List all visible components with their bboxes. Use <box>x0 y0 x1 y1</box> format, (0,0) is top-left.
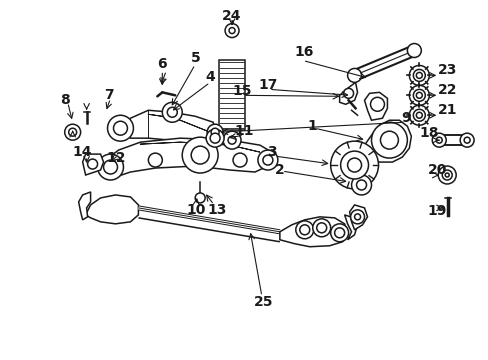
Circle shape <box>380 131 398 149</box>
Circle shape <box>210 133 220 143</box>
Text: 1: 1 <box>307 119 317 133</box>
Circle shape <box>195 193 205 203</box>
Circle shape <box>162 102 182 122</box>
Circle shape <box>330 141 378 189</box>
Circle shape <box>407 44 421 58</box>
Polygon shape <box>105 138 271 178</box>
Circle shape <box>370 97 384 111</box>
Polygon shape <box>339 82 357 104</box>
Text: 7: 7 <box>103 88 113 102</box>
Circle shape <box>299 225 309 235</box>
Circle shape <box>98 154 123 180</box>
Text: 25: 25 <box>254 294 273 309</box>
Circle shape <box>330 224 348 242</box>
Text: 24: 24 <box>222 9 241 23</box>
Polygon shape <box>85 195 138 224</box>
Circle shape <box>408 85 428 105</box>
Circle shape <box>412 89 425 101</box>
Text: 18: 18 <box>419 126 438 140</box>
Text: 13: 13 <box>207 203 226 217</box>
Text: 3: 3 <box>266 145 276 159</box>
Text: 23: 23 <box>437 63 456 77</box>
Polygon shape <box>344 215 357 240</box>
Text: 5: 5 <box>191 51 201 66</box>
Circle shape <box>408 105 428 125</box>
Polygon shape <box>349 205 367 230</box>
Circle shape <box>316 223 326 233</box>
Circle shape <box>113 121 127 135</box>
Circle shape <box>148 153 162 167</box>
Text: 9: 9 <box>401 111 410 125</box>
Text: 2: 2 <box>274 163 284 177</box>
Text: 12: 12 <box>106 151 126 165</box>
Circle shape <box>408 66 428 85</box>
Text: 17: 17 <box>258 78 277 93</box>
Circle shape <box>437 166 455 184</box>
Circle shape <box>103 160 117 174</box>
Text: 20: 20 <box>427 163 446 177</box>
Circle shape <box>415 72 422 78</box>
Circle shape <box>435 137 441 143</box>
Circle shape <box>412 69 425 81</box>
Polygon shape <box>120 110 215 142</box>
Polygon shape <box>279 217 347 247</box>
Circle shape <box>463 137 469 143</box>
Circle shape <box>444 173 448 177</box>
Text: 10: 10 <box>186 203 205 217</box>
Text: 14: 14 <box>73 145 92 159</box>
Circle shape <box>354 214 360 220</box>
Circle shape <box>356 180 366 190</box>
Text: 22: 22 <box>437 84 456 97</box>
Circle shape <box>233 153 246 167</box>
Circle shape <box>441 170 451 180</box>
Polygon shape <box>364 120 410 162</box>
Circle shape <box>415 92 422 98</box>
Circle shape <box>371 122 407 158</box>
Circle shape <box>258 150 277 170</box>
Text: 11: 11 <box>234 124 253 138</box>
Circle shape <box>167 107 177 117</box>
Circle shape <box>191 146 209 164</box>
Text: 8: 8 <box>60 93 69 107</box>
Polygon shape <box>219 60 244 130</box>
Circle shape <box>351 175 371 195</box>
Circle shape <box>182 137 218 173</box>
Circle shape <box>263 155 272 165</box>
Circle shape <box>207 124 223 140</box>
Circle shape <box>340 151 368 179</box>
Circle shape <box>206 129 224 147</box>
Text: 4: 4 <box>205 71 215 84</box>
Text: 21: 21 <box>437 103 456 117</box>
Circle shape <box>350 210 364 224</box>
Circle shape <box>223 131 241 149</box>
Circle shape <box>431 133 446 147</box>
Circle shape <box>227 136 236 144</box>
Circle shape <box>107 115 133 141</box>
Circle shape <box>412 109 425 121</box>
Circle shape <box>68 128 77 136</box>
Polygon shape <box>82 154 103 175</box>
Circle shape <box>347 158 361 172</box>
Circle shape <box>87 159 98 169</box>
Text: 19: 19 <box>427 204 446 218</box>
Circle shape <box>64 124 81 140</box>
Polygon shape <box>364 92 386 120</box>
Circle shape <box>312 219 330 237</box>
Circle shape <box>228 28 235 33</box>
Text: 15: 15 <box>232 84 251 98</box>
Polygon shape <box>79 192 90 220</box>
Circle shape <box>415 112 422 118</box>
Text: 6: 6 <box>157 58 167 71</box>
Circle shape <box>347 68 361 82</box>
Text: 16: 16 <box>293 45 313 59</box>
Circle shape <box>459 133 473 147</box>
Polygon shape <box>438 135 466 145</box>
Circle shape <box>211 128 219 136</box>
Circle shape <box>295 221 313 239</box>
Circle shape <box>334 228 344 238</box>
Circle shape <box>224 24 239 37</box>
Circle shape <box>343 88 353 98</box>
